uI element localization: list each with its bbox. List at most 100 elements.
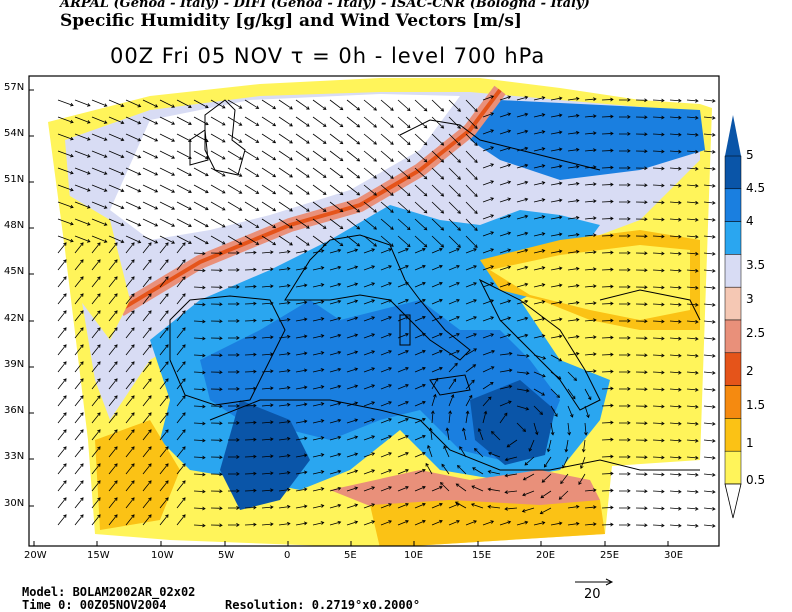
wind-arrow	[176, 218, 192, 227]
wind-arrow	[295, 184, 310, 195]
wind-arrow	[550, 215, 563, 220]
wind-arrow	[312, 99, 327, 110]
wind-arrow	[261, 488, 274, 493]
wind-arrow	[159, 235, 176, 244]
great-britain-coast	[204, 99, 246, 176]
wind-arrow	[397, 167, 411, 180]
wind-arrow	[652, 404, 665, 409]
wind-arrow	[193, 421, 206, 426]
wind-arrow	[227, 438, 240, 442]
wind-arrow	[108, 463, 118, 475]
wind-arrow	[487, 470, 501, 475]
wind-arrow	[363, 367, 376, 373]
wind-arrow	[448, 394, 455, 407]
wind-arrow	[278, 368, 291, 373]
wind-arrow	[635, 98, 648, 103]
wind-arrow	[74, 497, 84, 509]
wind-arrow	[601, 284, 614, 289]
wind-arrow	[584, 505, 597, 510]
wind-arrow	[210, 251, 223, 256]
colorbar-box	[724, 221, 742, 255]
wind-arrow	[414, 383, 426, 390]
wind-arrow	[125, 133, 142, 142]
wind-arrow	[533, 317, 546, 322]
wind-arrow	[57, 497, 67, 509]
wind-arrow	[414, 468, 426, 475]
wind-arrow	[142, 235, 159, 244]
wind-arrow	[601, 505, 614, 510]
wind-arrow	[550, 130, 563, 135]
wind-arrow	[431, 366, 443, 373]
wind-arrow	[295, 167, 310, 178]
wind-arrow	[329, 167, 344, 179]
wind-arrow	[261, 437, 274, 442]
wind-arrow	[227, 99, 243, 109]
wind-arrow	[193, 150, 209, 160]
wind-arrow	[193, 387, 206, 392]
wind-arrow	[346, 299, 359, 305]
wind-arrow	[278, 351, 291, 356]
wind-arrow	[499, 400, 512, 407]
wind-arrow	[142, 276, 152, 288]
wind-arrow	[618, 506, 631, 510]
wind-arrow	[329, 486, 342, 492]
wind-arrow	[516, 333, 529, 339]
wind-arrow	[142, 218, 159, 227]
wind-arrow	[635, 404, 648, 409]
wind-arrow	[516, 146, 529, 152]
wind-arrow	[244, 184, 260, 194]
wind-arrow	[618, 319, 631, 323]
wind-arrow	[295, 419, 308, 424]
wind-arrow	[142, 133, 159, 142]
wind-arrow	[210, 285, 223, 290]
wind-arrow	[57, 293, 67, 305]
colorbar-box	[724, 155, 742, 190]
wind-arrow	[346, 265, 359, 271]
wind-arrow	[499, 351, 513, 356]
wind-arrow	[363, 486, 376, 492]
wind-arrow	[533, 181, 546, 186]
wind-arrow	[278, 201, 293, 212]
wind-arrow	[261, 454, 274, 459]
wind-arrow	[74, 184, 91, 192]
wind-arrow	[193, 99, 209, 109]
wind-arrow	[465, 394, 473, 407]
wind-arrow	[278, 283, 291, 288]
wind-arrow	[499, 412, 508, 424]
wind-arrow	[74, 150, 91, 158]
wind-arrow	[703, 438, 716, 443]
wind-arrow	[91, 293, 101, 305]
wind-arrow	[516, 282, 529, 288]
wind-arrow	[584, 250, 597, 255]
wind-arrow	[108, 184, 125, 193]
wind-arrow	[57, 327, 67, 339]
colorbar-top-arrow	[725, 115, 741, 156]
wind-arrow	[312, 317, 325, 322]
wind-arrow	[142, 327, 152, 339]
wind-arrow	[57, 310, 67, 322]
lon-label-10e: 10E	[404, 550, 424, 561]
wind-arrow	[91, 235, 108, 243]
wind-arrow	[414, 281, 426, 288]
wind-arrow	[278, 235, 293, 246]
wind-arrow	[414, 247, 426, 254]
map-subtitle: 00Z Fri 05 NOV τ = 0h - level 700 hPa	[110, 44, 546, 68]
wind-arrow	[635, 183, 648, 188]
wind-arrow	[431, 133, 445, 146]
wind-arrow	[448, 378, 457, 390]
wind-arrow	[522, 490, 535, 497]
wind-arrow	[669, 353, 682, 358]
wind-arrow	[91, 463, 101, 475]
wind-arrow	[465, 299, 477, 305]
wind-arrow	[686, 251, 699, 256]
wind-arrow	[601, 131, 614, 136]
wind-arrow	[278, 487, 291, 492]
wind-arrow	[159, 133, 176, 142]
wind-arrow	[210, 489, 223, 494]
wind-arrow	[601, 97, 614, 102]
wind-arrow	[465, 133, 478, 147]
wind-arrow	[176, 99, 192, 108]
wind-arrow	[159, 429, 169, 441]
wind-arrow	[380, 201, 394, 213]
balkans-coast	[478, 278, 601, 411]
